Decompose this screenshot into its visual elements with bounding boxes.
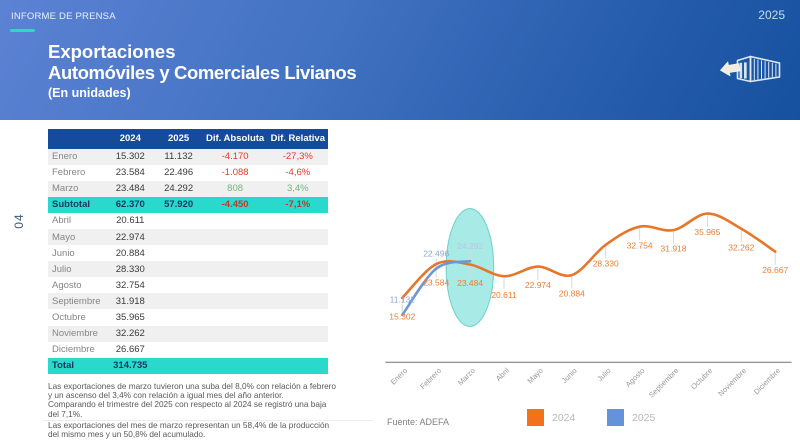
svg-text:Junio: Junio <box>560 366 579 385</box>
svg-text:22.496: 22.496 <box>423 248 449 258</box>
svg-text:31.918: 31.918 <box>661 244 687 254</box>
svg-text:Julio: Julio <box>595 366 612 383</box>
svg-text:Septiembre: Septiembre <box>647 366 680 399</box>
svg-text:20.884: 20.884 <box>559 289 585 299</box>
svg-text:32.754: 32.754 <box>627 240 653 250</box>
svg-text:20.611: 20.611 <box>491 290 517 300</box>
svg-text:23.584: 23.584 <box>423 278 449 288</box>
svg-text:2024: 2024 <box>552 412 576 424</box>
svg-text:Febrero: Febrero <box>418 366 443 391</box>
svg-text:Diciembre: Diciembre <box>752 366 782 396</box>
svg-text:28.330: 28.330 <box>593 258 619 268</box>
svg-text:Noviembre: Noviembre <box>716 366 748 398</box>
svg-text:15.302: 15.302 <box>389 312 415 322</box>
svg-text:26.667: 26.667 <box>762 265 788 275</box>
svg-text:35.965: 35.965 <box>694 227 720 237</box>
svg-text:24.292: 24.292 <box>457 241 483 251</box>
svg-text:23.484: 23.484 <box>457 278 483 288</box>
svg-text:2025: 2025 <box>632 412 656 424</box>
svg-text:Mayo: Mayo <box>525 366 544 385</box>
svg-text:Octubre: Octubre <box>689 366 714 391</box>
svg-text:Fuente: ADEFA: Fuente: ADEFA <box>387 417 449 427</box>
svg-text:Marzo: Marzo <box>456 366 477 387</box>
svg-text:Agosto: Agosto <box>624 366 647 389</box>
svg-text:32.262: 32.262 <box>728 242 754 252</box>
svg-text:22.974: 22.974 <box>525 280 551 290</box>
svg-text:11.132: 11.132 <box>390 295 416 305</box>
svg-text:Abril: Abril <box>494 366 511 383</box>
